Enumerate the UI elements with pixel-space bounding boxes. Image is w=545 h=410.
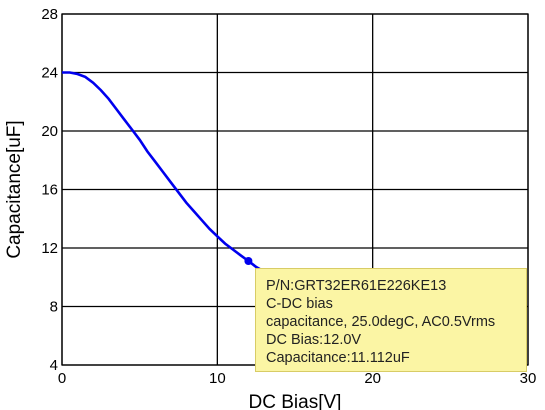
- y-tick-label: 8: [50, 299, 58, 316]
- x-axis-title: DC Bias[V]: [249, 392, 342, 410]
- y-tick-label: 20: [41, 123, 58, 140]
- tooltip-capacitance: Capacitance:11.112uF: [266, 350, 410, 366]
- data-point-marker[interactable]: [244, 256, 253, 265]
- y-tick-label: 24: [41, 65, 58, 82]
- x-tick-label: 20: [364, 370, 381, 387]
- y-axis-title: Capacitance[uF]: [4, 120, 25, 258]
- data-tooltip: P/N:GRT32ER61E226KE13 C-DC bias capacita…: [255, 268, 527, 372]
- tooltip-part-number: P/N:GRT32ER61E226KE13: [266, 278, 447, 294]
- x-tick-label: 10: [209, 370, 226, 387]
- y-tick-label: 4: [50, 357, 58, 374]
- tooltip-curve-type: C-DC bias: [266, 296, 333, 312]
- y-tick-label: 16: [41, 182, 58, 199]
- x-tick-label: 30: [520, 370, 537, 387]
- tooltip-dc-bias: DC Bias:12.0V: [266, 332, 362, 348]
- y-tick-label: 28: [41, 6, 58, 23]
- tooltip-conditions: capacitance, 25.0degC, AC0.5Vrms: [266, 314, 496, 330]
- tick-labels: 0 10 20 30 4 8 12 16 20 24 28: [41, 6, 536, 387]
- x-tick-label: 0: [58, 370, 66, 387]
- series-line: [62, 71, 265, 273]
- y-tick-label: 12: [41, 240, 58, 257]
